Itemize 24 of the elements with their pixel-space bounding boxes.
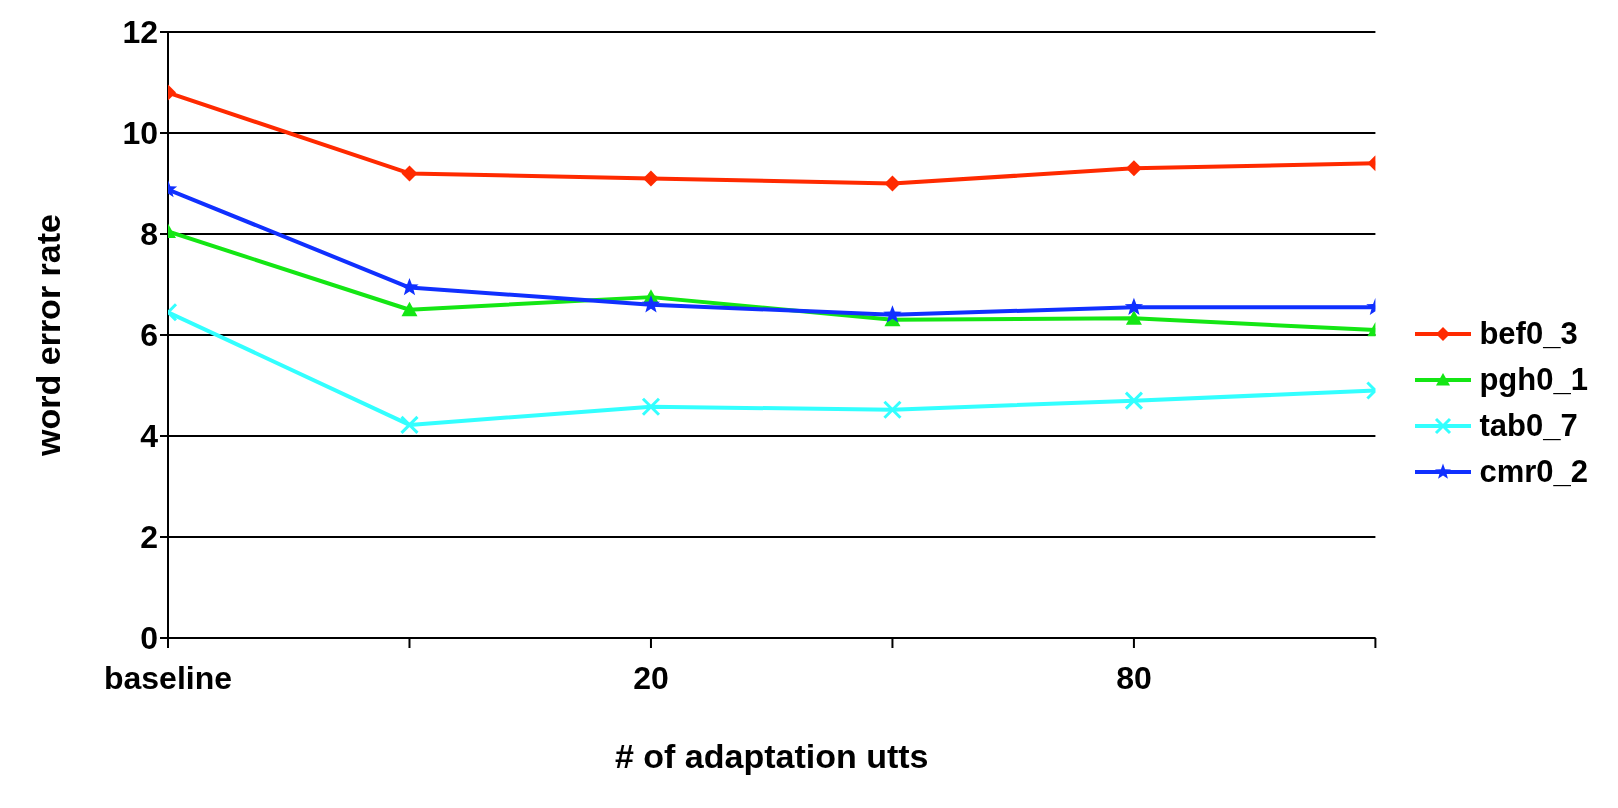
- y-tick-label: 6: [140, 317, 158, 354]
- y-tick-label: 10: [122, 115, 158, 152]
- x-tick-label: baseline: [103, 659, 233, 696]
- legend-label: pgh0_1: [1479, 362, 1588, 398]
- y-axis-title: word error rate: [29, 214, 68, 457]
- x-tick-label: 80: [1116, 659, 1152, 696]
- point: [883, 305, 902, 323]
- point: [1125, 310, 1142, 325]
- point: [1125, 160, 1142, 177]
- x-axis-title: # of adaptation utts: [614, 737, 929, 775]
- y-tick-label: 4: [140, 418, 159, 455]
- point: [641, 397, 661, 417]
- legend-label: cmr0_2: [1479, 454, 1588, 490]
- point: [642, 170, 659, 187]
- legend-label: tab0_7: [1479, 408, 1578, 444]
- y-tick-label: 0: [140, 620, 158, 657]
- y-tick-label: 8: [140, 216, 158, 253]
- point: [882, 400, 902, 420]
- point: [641, 295, 661, 313]
- point: [884, 175, 901, 192]
- y-tick-label: 12: [122, 14, 158, 51]
- legend-label: bef0_3: [1479, 316, 1578, 352]
- y-tick-label: 2: [140, 519, 158, 556]
- x-tick-label: 20: [633, 659, 669, 696]
